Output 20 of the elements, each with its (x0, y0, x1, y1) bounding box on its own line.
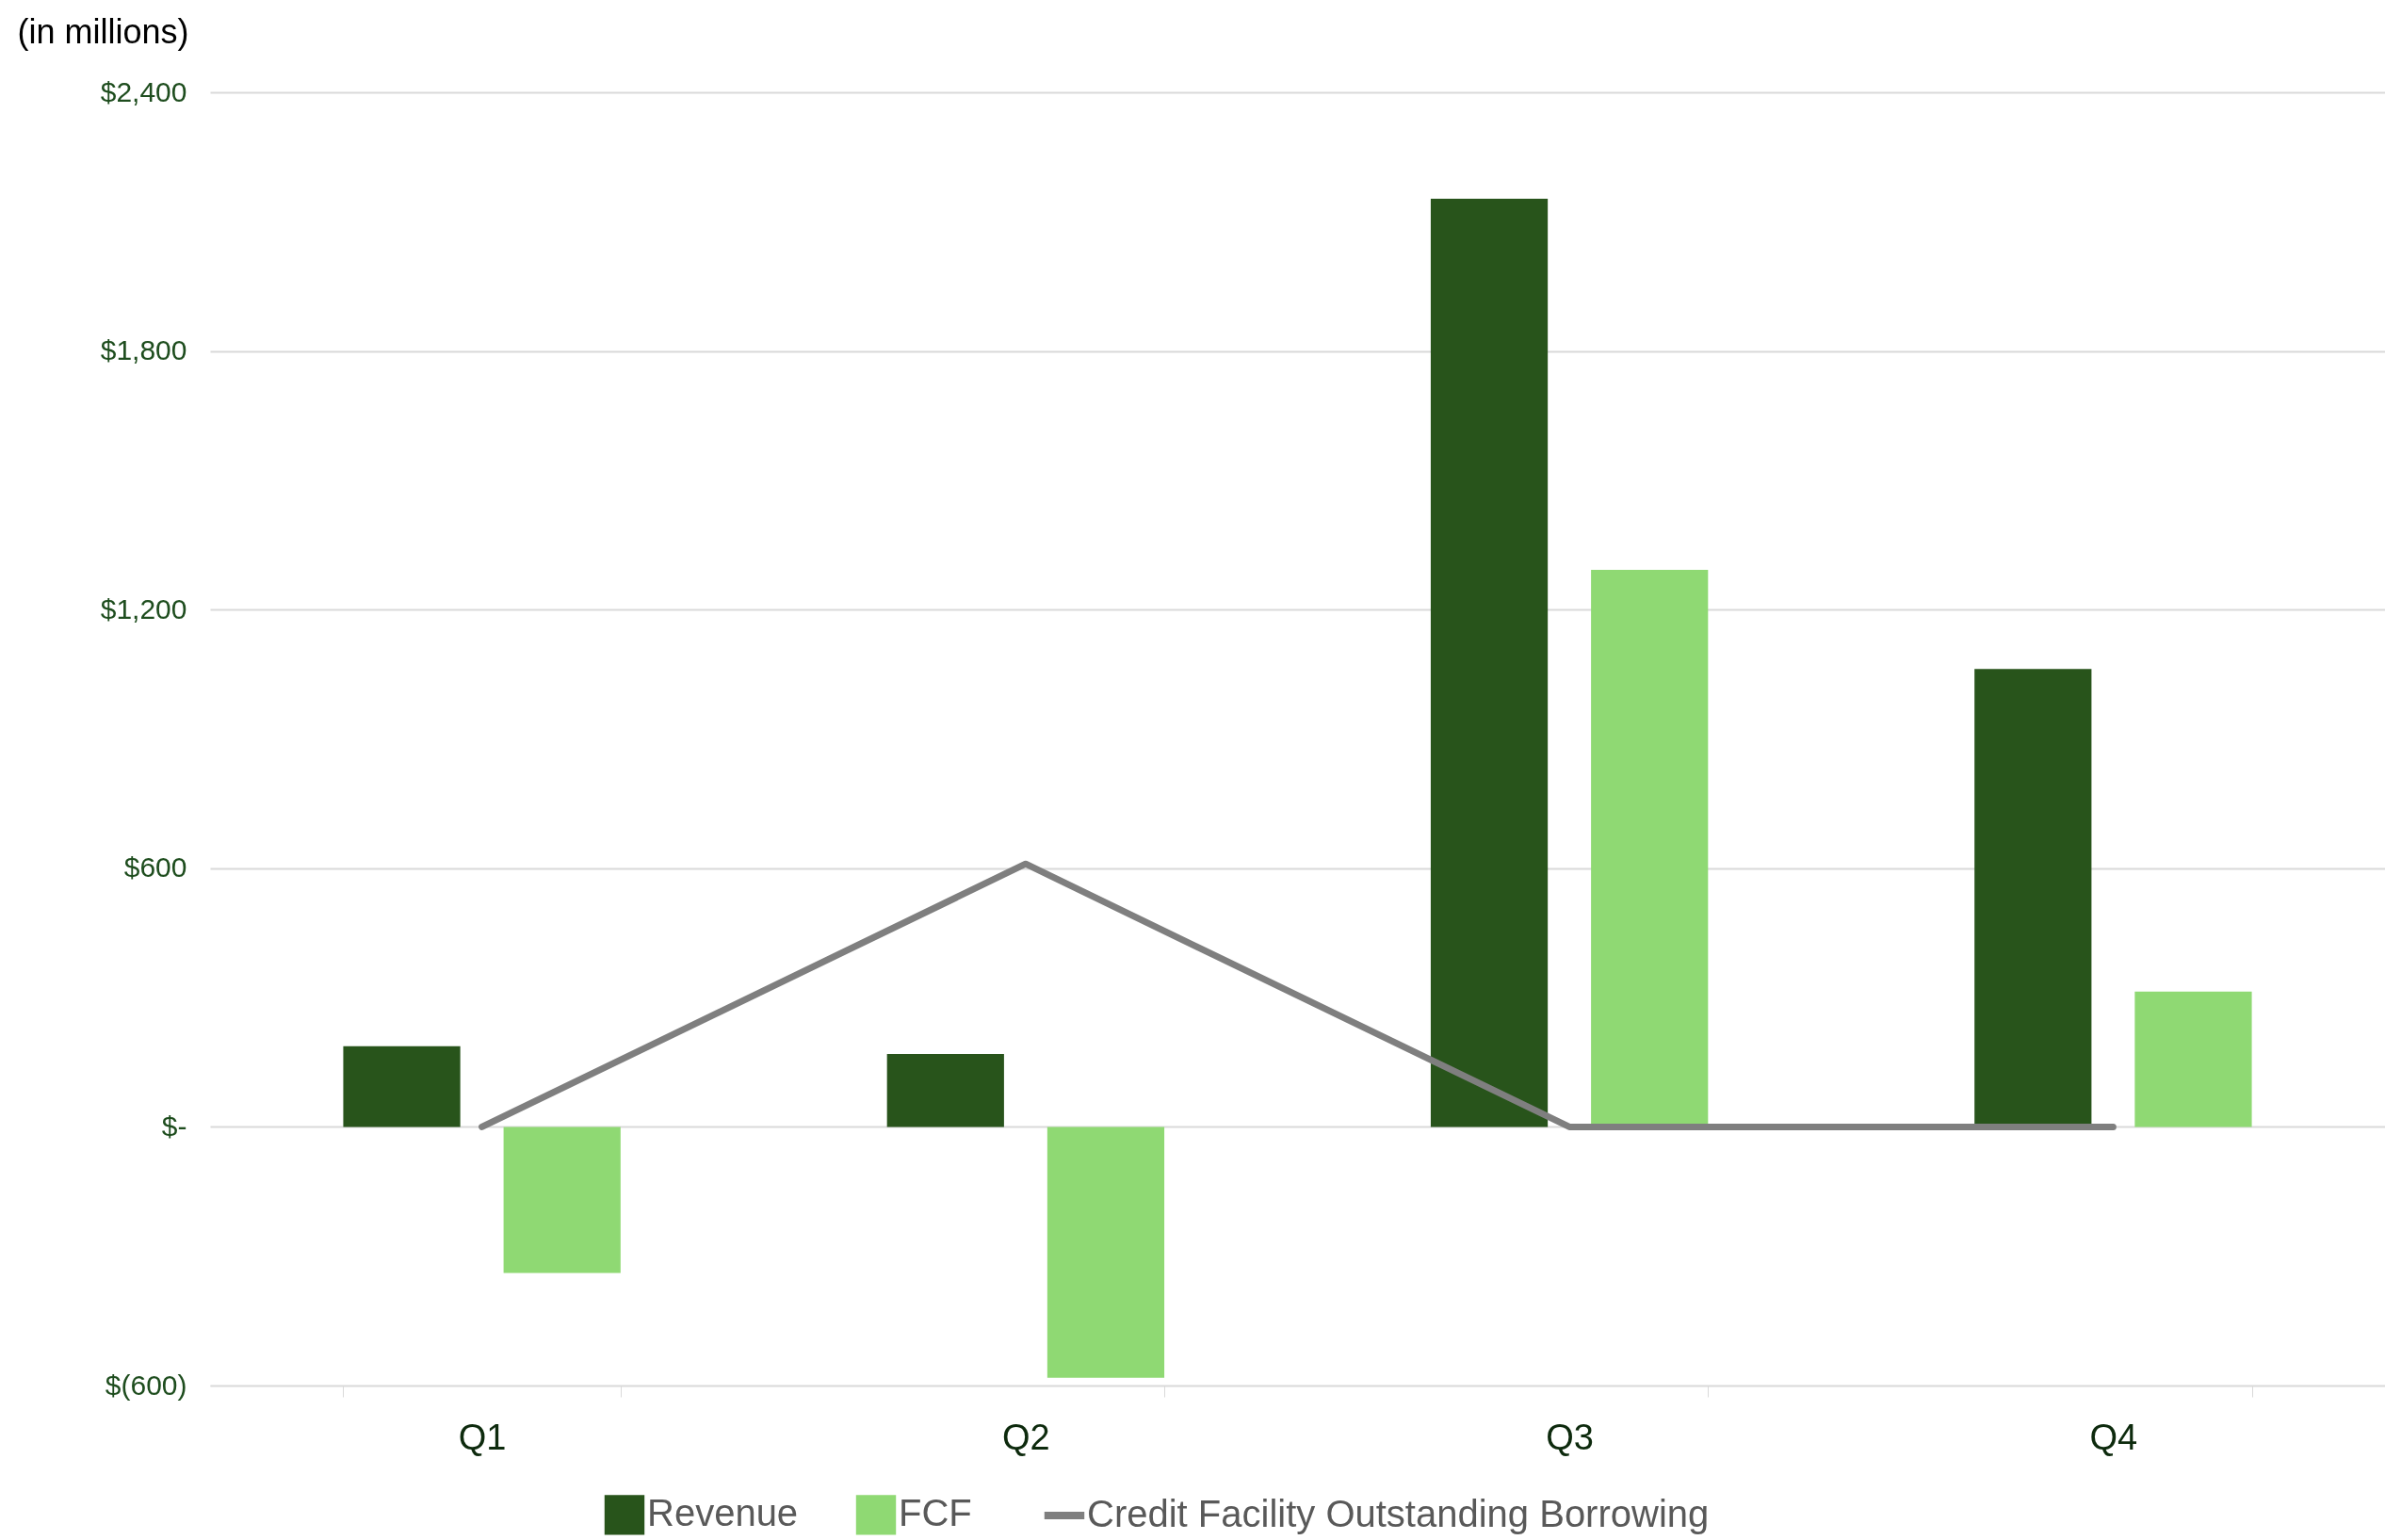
legend-label: FCF (899, 1492, 972, 1534)
bar (886, 1054, 1004, 1127)
y-tick-label: $600 (123, 851, 187, 883)
x-tick-label: Q3 (1546, 1417, 1594, 1457)
y-tick-label: $- (161, 1110, 187, 1142)
x-tick-label: Q4 (2089, 1417, 2138, 1457)
bar (2134, 991, 2252, 1127)
y-axis-title: (in millions) (17, 11, 189, 51)
y-tick-label: $(600) (105, 1369, 187, 1401)
bar (1430, 199, 1549, 1127)
legend-label: Credit Facility Outstanding Borrowing (1087, 1493, 1710, 1534)
y-tick-label: $1,200 (100, 592, 187, 624)
bar (343, 1046, 461, 1127)
x-tick-label: Q2 (1002, 1417, 1050, 1457)
legend-label: Revenue (647, 1492, 799, 1534)
y-tick-label: $2,400 (100, 75, 187, 107)
bar (1046, 1127, 1165, 1378)
bar (503, 1127, 621, 1273)
x-tick-label: Q1 (458, 1417, 507, 1457)
y-tick-label: $1,800 (100, 334, 187, 366)
